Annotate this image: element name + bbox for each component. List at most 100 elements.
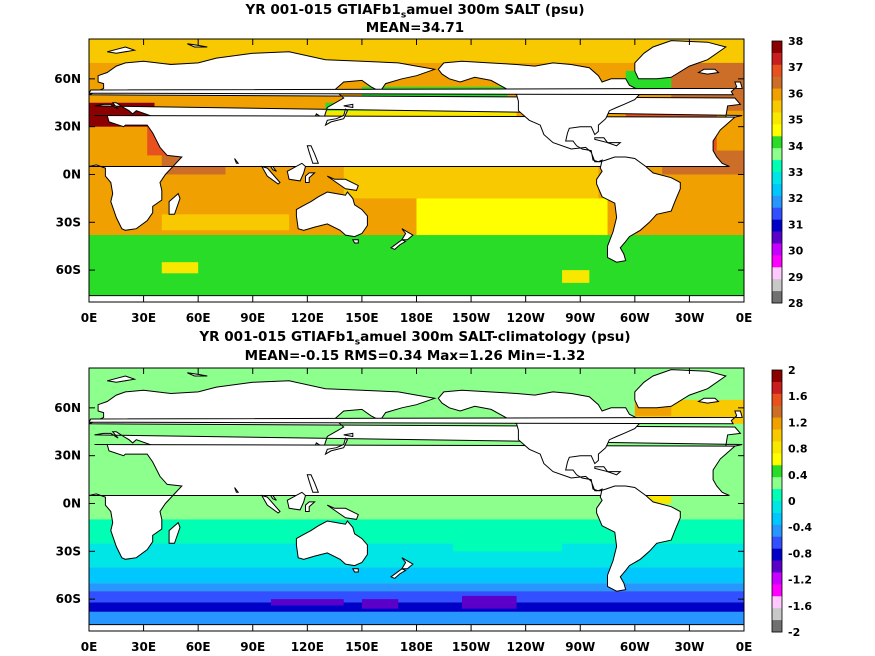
land-mass xyxy=(607,142,622,147)
x-tick-label: 120W xyxy=(507,640,545,654)
colorbar-label: -0.8 xyxy=(788,547,812,560)
land-mass xyxy=(634,369,727,409)
colorbar-swatch xyxy=(772,124,782,137)
x-tick-label: 150W xyxy=(452,311,490,325)
map-field xyxy=(89,39,744,302)
colorbar-swatch xyxy=(772,88,782,101)
salinity-map: 0E 30E 60E 90E 120E 150E 180E 150W 120W 90W 60W 30W… xyxy=(54,35,803,325)
contour-band xyxy=(161,495,271,512)
colorbar-swatch xyxy=(772,596,782,609)
colorbar-swatch xyxy=(772,195,782,209)
x-tick-label: 120E xyxy=(291,311,324,325)
contour-band xyxy=(343,238,690,251)
colorbar-label: 36 xyxy=(788,87,804,100)
colorbar-swatch xyxy=(772,536,782,549)
colorbar-swatch xyxy=(772,393,782,407)
colorbar-swatch xyxy=(772,453,782,466)
colorbar-label: 33 xyxy=(788,166,803,179)
x-tick-label: 60W xyxy=(620,311,650,325)
x-tick-label: 90E xyxy=(240,311,265,325)
contour-band xyxy=(89,567,744,584)
y-tick-label: 60S xyxy=(56,263,81,277)
colorbar-swatch xyxy=(772,477,782,490)
colorbar-swatch xyxy=(772,441,782,454)
colorbar-label: 1.6 xyxy=(788,390,808,403)
colorbar-swatch xyxy=(772,405,782,418)
colorbar-swatch xyxy=(772,501,782,514)
land-mass xyxy=(306,145,320,164)
land-mass xyxy=(327,175,359,191)
colorbar-frame xyxy=(771,369,783,633)
land-mass xyxy=(697,68,720,75)
land-mass xyxy=(305,501,316,512)
land-mass xyxy=(89,410,743,425)
colorbar-swatch xyxy=(772,620,782,633)
colorbar-swatch xyxy=(772,231,782,244)
y-tick-label: 30S xyxy=(56,544,81,558)
land-mass xyxy=(260,165,281,185)
colorbar-swatch xyxy=(772,255,782,268)
x-tick-label: 60W xyxy=(620,640,650,654)
colorbar-swatch xyxy=(772,465,782,478)
x-tick-label: 180E xyxy=(400,311,433,325)
x-tick-label: 0E xyxy=(736,640,753,654)
land-mass xyxy=(634,40,727,80)
land-mass xyxy=(343,103,354,109)
land-mass xyxy=(260,494,281,514)
land-mass xyxy=(286,491,307,511)
x-tick-label: 90W xyxy=(565,311,595,325)
colorbar-label: 38 xyxy=(788,35,803,48)
colorbar-swatch xyxy=(772,608,782,621)
colorbar-swatch xyxy=(772,279,782,292)
land-mass xyxy=(295,520,368,567)
land-mass xyxy=(187,43,208,48)
land-mass xyxy=(89,81,743,96)
colorbar-swatch xyxy=(772,548,782,561)
land-mass xyxy=(390,239,407,250)
colorbar-swatch xyxy=(772,76,782,89)
colorbar-label: 28 xyxy=(788,297,803,310)
x-tick-label: 180E xyxy=(400,640,433,654)
land-mass xyxy=(324,437,349,456)
land-mass xyxy=(324,108,349,127)
land-mass xyxy=(107,46,137,54)
x-tick-label: 150W xyxy=(452,640,490,654)
land-mass xyxy=(107,375,137,383)
land-mass xyxy=(168,192,181,215)
x-tick-label: 150E xyxy=(345,311,378,325)
land-mass xyxy=(168,521,181,544)
contour-band xyxy=(161,262,199,274)
land-mass xyxy=(295,191,368,238)
x-tick-label: 0E xyxy=(81,640,98,654)
land-mass xyxy=(401,557,414,570)
x-tick-label: 120E xyxy=(291,640,324,654)
colorbar-label: 37 xyxy=(788,61,803,74)
colorbar-label: 32 xyxy=(788,192,803,205)
colorbar-label: -1.6 xyxy=(788,600,812,613)
land-mass xyxy=(234,487,240,493)
map-field xyxy=(89,368,744,631)
colorbar-swatch xyxy=(772,207,782,220)
land-mass xyxy=(351,568,359,573)
contour-band xyxy=(461,595,517,609)
land-mass xyxy=(187,372,208,377)
contour-band xyxy=(198,198,290,215)
x-tick-label: 90W xyxy=(565,640,595,654)
colorbar-label: -1.2 xyxy=(788,574,812,587)
land-mass xyxy=(401,228,414,241)
colorbar-swatch xyxy=(772,219,782,232)
x-tick-label: 30E xyxy=(131,640,156,654)
land-mass xyxy=(234,158,240,164)
top-panel-subtitle: MEAN=34.71 xyxy=(365,20,465,36)
colorbar-swatch xyxy=(772,160,782,173)
contour-band xyxy=(89,591,744,603)
colorbar-swatch xyxy=(772,429,782,442)
colorbar-swatch xyxy=(772,112,782,125)
colorbar-swatch xyxy=(772,417,782,430)
colorbar-label: 2 xyxy=(788,364,796,377)
contour-band xyxy=(89,519,744,544)
y-tick-label: 60N xyxy=(54,72,81,86)
x-tick-label: 0E xyxy=(736,311,753,325)
x-tick-label: 30W xyxy=(674,640,704,654)
contour-band xyxy=(416,198,608,239)
